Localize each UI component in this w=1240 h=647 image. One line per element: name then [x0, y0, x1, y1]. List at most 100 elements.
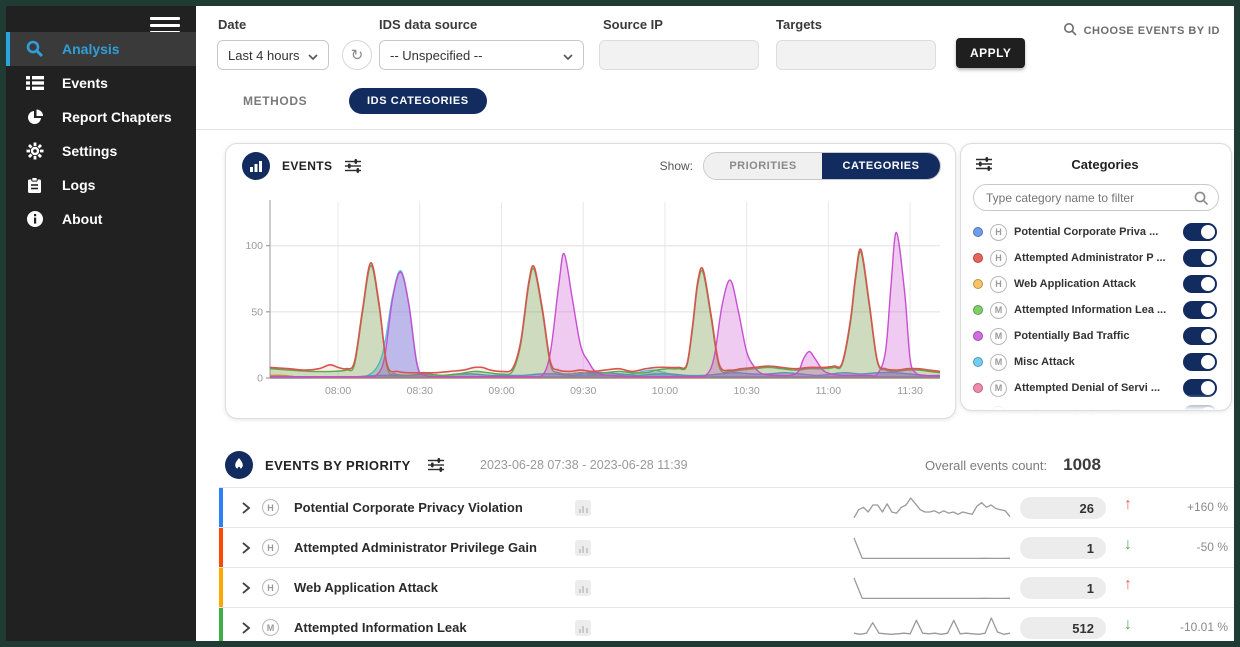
category-toggle[interactable] [1183, 327, 1217, 345]
priority-row-title: Attempted Information Leak [294, 620, 467, 635]
sparkline [853, 537, 1011, 560]
categories-settings-icon[interactable] [975, 156, 993, 172]
sidebar-item-label: Events [62, 75, 108, 91]
sidebar-item-analysis[interactable]: Analysis [6, 32, 196, 66]
severity-badge: M [990, 353, 1007, 371]
category-toggle[interactable] [1183, 405, 1217, 410]
severity-badge: H [262, 539, 279, 556]
sparkline [853, 617, 1011, 635]
gear-icon [24, 140, 46, 162]
category-color-dot [973, 357, 983, 367]
date-range: 2023-06-28 07:38 - 2023-06-28 11:39 [480, 458, 688, 472]
category-toggle[interactable] [1183, 223, 1217, 241]
priority-settings-icon[interactable] [427, 457, 445, 473]
refresh-button[interactable]: ↻ [342, 40, 372, 70]
sidebar-item-label: Settings [62, 143, 118, 159]
mini-chart-icon[interactable] [575, 540, 591, 556]
category-color-dot [973, 227, 983, 237]
sidebar-item-label: Logs [62, 177, 96, 193]
category-color-dot [973, 383, 983, 393]
severity-badge: H [262, 579, 279, 596]
priorities-categories-toggle: PRIORITIES CATEGORIES [703, 152, 941, 180]
toggle-priorities[interactable]: PRIORITIES [704, 153, 822, 179]
expand-chevron-icon[interactable] [240, 540, 252, 561]
svg-text:08:30: 08:30 [407, 385, 433, 397]
category-item: H Potential Corporate Priva ... [961, 219, 1231, 245]
ids-source-select[interactable]: -- Unspecified -- [379, 40, 584, 70]
mini-chart-icon[interactable] [575, 580, 591, 596]
apply-button[interactable]: APPLY [956, 38, 1026, 68]
sidebar: Analysis Events Report Chapters Settings Log… [6, 6, 196, 641]
category-label: Attempted Denial of Servi ... [1014, 382, 1161, 394]
targets-input[interactable] [776, 40, 936, 70]
sidebar-item-events[interactable]: Events [6, 66, 196, 100]
category-color-dot [973, 331, 983, 341]
category-label: Potentially Bad Traffic [1014, 330, 1130, 342]
expand-chevron-icon[interactable] [240, 620, 252, 641]
sparkline [853, 497, 1011, 519]
events-by-priority-header: EVENTS BY PRIORITY 2023-06-28 07:38 - 20… [225, 446, 1234, 484]
priority-stripe [219, 608, 223, 641]
list-icon [24, 72, 46, 94]
priority-stripe [219, 488, 223, 527]
severity-badge: M [262, 619, 279, 636]
category-label: Attempted Administrator P ... [1014, 252, 1166, 264]
date-select[interactable]: Last 4 hours [217, 40, 329, 70]
events-chart-icon [242, 152, 270, 180]
svg-text:10:30: 10:30 [733, 385, 759, 397]
overall-count-value: 1008 [1063, 455, 1101, 474]
category-filter-input[interactable] [986, 190, 1188, 205]
event-count: 1 [1020, 577, 1106, 599]
severity-badge: H [990, 249, 1007, 267]
priority-stripe [219, 568, 223, 607]
category-color-dot [973, 409, 983, 410]
categories-panel: Categories H Potential Corporate Priva ..… [960, 143, 1232, 411]
expand-chevron-icon[interactable] [240, 500, 252, 521]
sparkline [853, 577, 1011, 600]
severity-badge: M [990, 301, 1007, 319]
toggle-categories[interactable]: CATEGORIES [822, 153, 940, 179]
event-count: 1 [1020, 537, 1106, 559]
sidebar-menu: Analysis Events Report Chapters Settings Log… [6, 32, 196, 236]
up-trend-arrow-icon: ↑ [1124, 496, 1132, 513]
svg-text:11:30: 11:30 [897, 385, 923, 397]
category-toggle[interactable] [1183, 275, 1217, 293]
tab-ids-categories[interactable]: IDS CATEGORIES [349, 88, 487, 114]
show-label: Show: [659, 159, 693, 173]
up-trend-arrow-icon: ↑ [1124, 576, 1132, 593]
search-icon [24, 38, 46, 60]
source-ip-input[interactable] [599, 40, 759, 70]
category-toggle[interactable] [1183, 301, 1217, 319]
sidebar-item-about[interactable]: About [6, 202, 196, 236]
info-icon [24, 208, 46, 230]
category-toggle[interactable] [1183, 353, 1217, 371]
down-trend-arrow-icon: ↓ [1124, 616, 1132, 633]
sidebar-item-logs[interactable]: Logs [6, 168, 196, 202]
tab-methods[interactable]: METHODS [243, 94, 308, 108]
severity-badge: M [990, 405, 1007, 410]
overall-count-label: Overall events count: [925, 458, 1048, 473]
svg-text:09:00: 09:00 [488, 385, 514, 397]
svg-text:50: 50 [251, 306, 263, 318]
filter-bar: Date Last 4 hours ↻ IDS data source -- U… [196, 6, 1234, 130]
events-settings-icon[interactable] [344, 158, 362, 174]
priority-section-title: EVENTS BY PRIORITY [265, 457, 411, 473]
svg-text:08:00: 08:00 [325, 385, 351, 397]
mini-chart-icon[interactable] [575, 500, 591, 516]
category-item: M Attempted Information Lea ... [961, 297, 1231, 323]
sidebar-item-report-chapters[interactable]: Report Chapters [6, 100, 196, 134]
priority-stripe [219, 528, 223, 567]
mini-chart-icon[interactable] [575, 620, 591, 636]
sidebar-item-settings[interactable]: Settings [6, 134, 196, 168]
chevron-down-icon [563, 48, 573, 63]
category-toggle[interactable] [1183, 249, 1217, 267]
events-panel-title: EVENTS [282, 159, 333, 173]
category-item: M Potentially Bad Traffic [961, 323, 1231, 349]
priority-row-title: Attempted Administrator Privilege Gain [294, 540, 537, 555]
category-item: M Attempted Denial of Servi ... [961, 375, 1231, 401]
choose-events-by-id[interactable]: CHOOSE EVENTS BY ID [1063, 22, 1220, 39]
priority-row: M Attempted Information Leak 512 ↓ -10.01 % [219, 607, 1234, 641]
category-toggle[interactable] [1183, 379, 1217, 397]
down-trend-arrow-icon: ↓ [1124, 536, 1132, 553]
expand-chevron-icon[interactable] [240, 580, 252, 601]
